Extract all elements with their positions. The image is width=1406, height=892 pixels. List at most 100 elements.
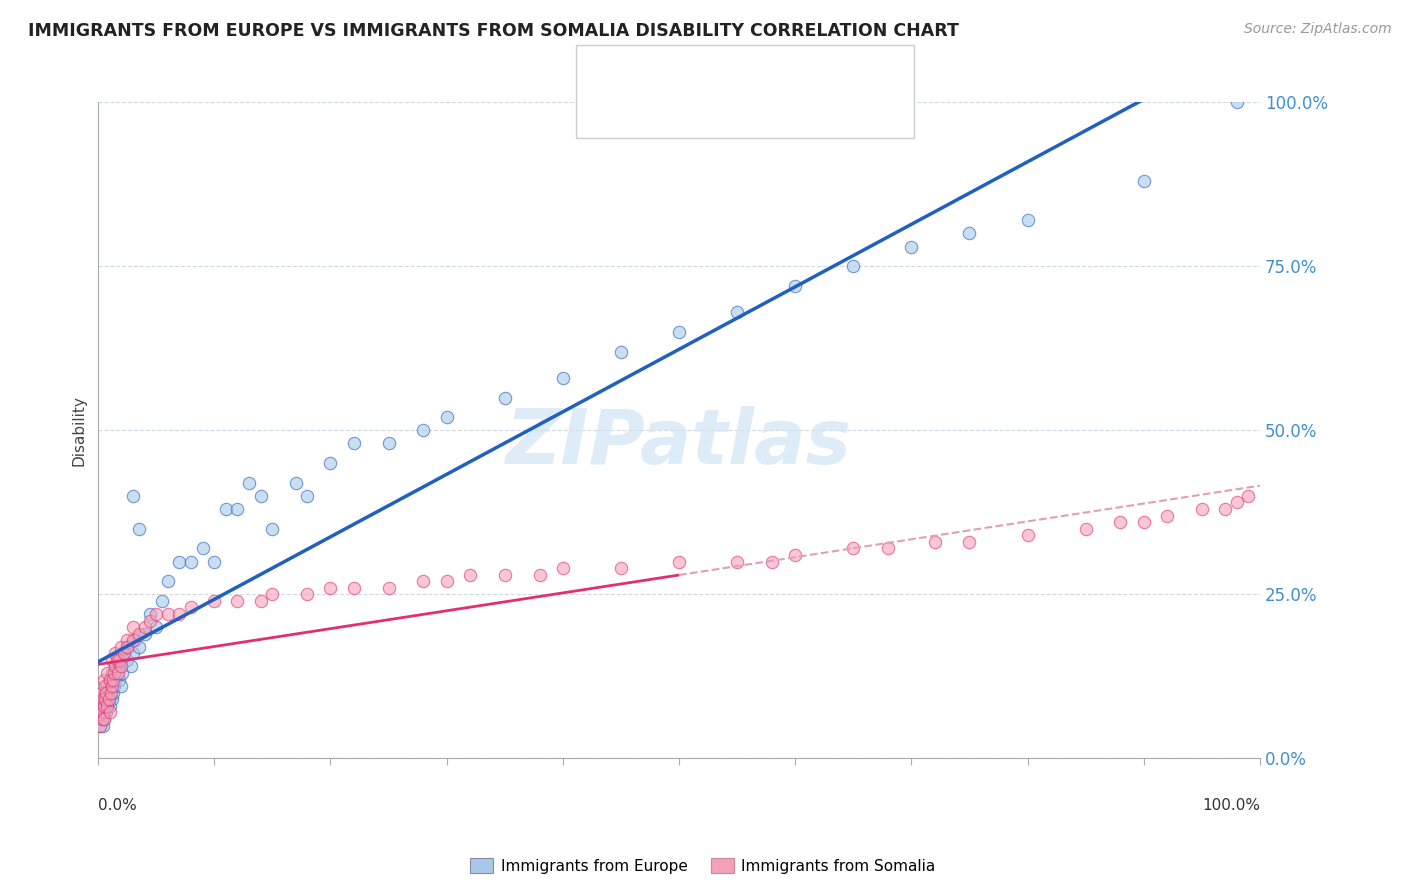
Point bbox=[108, 673, 131, 687]
Text: IMMIGRANTS FROM EUROPE VS IMMIGRANTS FROM SOMALIA DISABILITY CORRELATION CHART: IMMIGRANTS FROM EUROPE VS IMMIGRANTS FRO… bbox=[28, 22, 959, 40]
Text: 100.0%: 100.0% bbox=[1202, 797, 1260, 813]
Point bbox=[91, 698, 114, 713]
Point bbox=[104, 659, 127, 673]
Point bbox=[96, 679, 118, 693]
Point bbox=[1109, 515, 1132, 529]
Point bbox=[93, 712, 115, 726]
Point bbox=[89, 698, 111, 713]
Point bbox=[957, 534, 980, 549]
Point bbox=[100, 679, 122, 693]
Point bbox=[89, 718, 111, 732]
Point bbox=[93, 692, 115, 706]
Point bbox=[91, 718, 114, 732]
Point bbox=[110, 659, 132, 673]
Point bbox=[103, 666, 125, 681]
Point bbox=[94, 686, 117, 700]
Point bbox=[110, 679, 132, 693]
Point bbox=[156, 607, 179, 621]
Point bbox=[90, 706, 112, 720]
Point bbox=[101, 692, 124, 706]
Point bbox=[319, 456, 342, 470]
Point bbox=[761, 555, 783, 569]
Point bbox=[98, 706, 121, 720]
Point bbox=[377, 581, 399, 595]
Point bbox=[1226, 95, 1249, 110]
Point bbox=[107, 666, 129, 681]
Point bbox=[96, 698, 118, 713]
Point bbox=[725, 305, 748, 319]
Point bbox=[249, 594, 271, 608]
Point bbox=[169, 607, 191, 621]
Point bbox=[610, 561, 633, 575]
Point bbox=[90, 712, 112, 726]
Point bbox=[377, 436, 399, 450]
Point bbox=[295, 587, 318, 601]
Point bbox=[96, 692, 118, 706]
Point bbox=[96, 706, 118, 720]
Point bbox=[610, 344, 633, 359]
Point bbox=[101, 653, 124, 667]
Point bbox=[128, 522, 150, 536]
Point bbox=[101, 679, 124, 693]
Point bbox=[1213, 502, 1236, 516]
Point bbox=[128, 640, 150, 654]
Point bbox=[1074, 522, 1097, 536]
Point bbox=[226, 502, 249, 516]
Point bbox=[412, 423, 434, 437]
Point bbox=[1132, 174, 1154, 188]
Point bbox=[90, 686, 112, 700]
Point bbox=[284, 475, 307, 490]
Point bbox=[343, 436, 366, 450]
Point bbox=[107, 653, 129, 667]
Point bbox=[122, 646, 145, 660]
Point bbox=[115, 633, 138, 648]
Text: ZIPatlas: ZIPatlas bbox=[506, 407, 852, 481]
Point bbox=[93, 673, 115, 687]
Point bbox=[104, 673, 127, 687]
Point bbox=[91, 692, 114, 706]
Point bbox=[105, 653, 128, 667]
Point bbox=[295, 489, 318, 503]
Point bbox=[900, 239, 922, 253]
Point bbox=[249, 489, 271, 503]
Point bbox=[215, 502, 238, 516]
Point bbox=[842, 260, 865, 274]
Point bbox=[98, 686, 121, 700]
Point bbox=[111, 666, 134, 681]
Point bbox=[842, 541, 865, 556]
Point bbox=[202, 594, 225, 608]
Point bbox=[122, 633, 145, 648]
Point bbox=[180, 600, 202, 615]
Point bbox=[115, 653, 138, 667]
Legend: Immigrants from Europe, Immigrants from Somalia: Immigrants from Europe, Immigrants from … bbox=[464, 852, 942, 880]
Point bbox=[97, 692, 120, 706]
Point bbox=[93, 712, 115, 726]
Point bbox=[169, 555, 191, 569]
Point bbox=[101, 673, 124, 687]
Point bbox=[89, 718, 111, 732]
Point bbox=[551, 371, 574, 385]
Point bbox=[668, 555, 690, 569]
Point bbox=[134, 620, 156, 634]
Point bbox=[101, 666, 124, 681]
Point bbox=[115, 640, 138, 654]
Point bbox=[1132, 515, 1154, 529]
Point bbox=[94, 692, 117, 706]
Text: R = 0.475    N = 73: R = 0.475 N = 73 bbox=[644, 94, 793, 109]
Point bbox=[110, 640, 132, 654]
Point bbox=[94, 679, 117, 693]
Point bbox=[91, 706, 114, 720]
Point bbox=[877, 541, 900, 556]
Point bbox=[139, 614, 162, 628]
Point bbox=[139, 607, 162, 621]
Point bbox=[262, 522, 284, 536]
Point bbox=[156, 574, 179, 589]
Point bbox=[93, 706, 115, 720]
Point bbox=[191, 541, 214, 556]
Point bbox=[98, 673, 121, 687]
Point bbox=[785, 279, 807, 293]
Text: R = 0.787    N = 73: R = 0.787 N = 73 bbox=[644, 61, 793, 76]
Point bbox=[725, 555, 748, 569]
Point bbox=[122, 620, 145, 634]
Point bbox=[551, 561, 574, 575]
